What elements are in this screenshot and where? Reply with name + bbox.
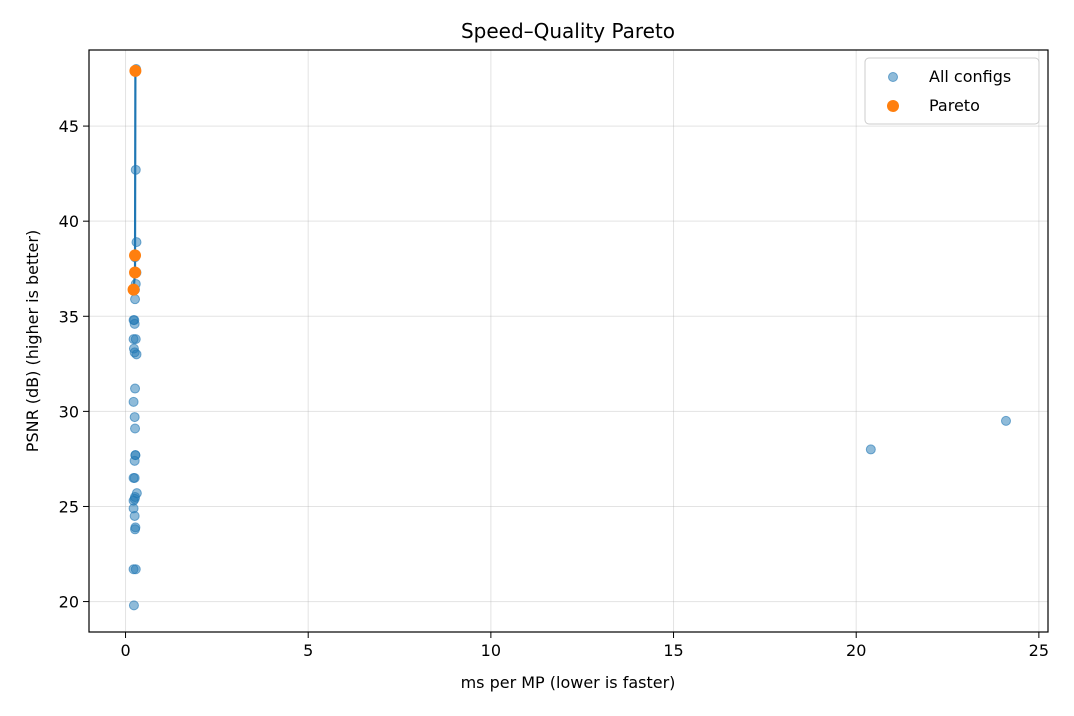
legend-label-pareto: Pareto xyxy=(929,96,980,115)
legend-box xyxy=(864,57,1040,125)
x-axis-label: ms per MP (lower is faster) xyxy=(461,673,676,692)
all-configs-point xyxy=(865,444,876,455)
y-tick-label: 20 xyxy=(59,593,79,612)
x-tick-label: 15 xyxy=(663,641,683,660)
all-configs-point xyxy=(131,349,142,360)
all-configs-point xyxy=(129,472,140,483)
all-configs-point xyxy=(130,164,141,175)
legend-label-all-configs: All configs xyxy=(929,67,1011,86)
all-configs-point xyxy=(129,510,140,521)
x-tick-label: 20 xyxy=(846,641,866,660)
all-configs-point xyxy=(128,396,139,407)
legend: All configs Pareto xyxy=(864,57,1040,125)
x-tick-label: 25 xyxy=(1029,641,1049,660)
all-configs-point xyxy=(128,564,139,575)
pareto-point xyxy=(129,64,142,77)
x-tick-label: 10 xyxy=(481,641,501,660)
plot-frame xyxy=(88,49,1049,633)
pareto-points xyxy=(127,64,142,296)
x-tick-label: 5 xyxy=(303,641,313,660)
all-configs-point xyxy=(130,383,141,394)
chart-title: Speed–Quality Pareto xyxy=(461,19,675,43)
all-configs-point xyxy=(129,412,140,423)
all-configs-point xyxy=(129,318,140,329)
y-tick-label: 25 xyxy=(59,497,79,516)
grid-lines xyxy=(89,50,1048,632)
pareto-point xyxy=(129,266,142,279)
pareto-point xyxy=(127,283,140,296)
pareto-point xyxy=(129,249,142,262)
x-tick-label: 0 xyxy=(120,641,130,660)
all-configs-point xyxy=(129,455,140,466)
all-configs-point xyxy=(130,294,141,305)
all-configs-point xyxy=(1000,415,1011,426)
all-configs-point xyxy=(130,524,141,535)
legend-marker-all-configs xyxy=(888,72,898,82)
y-axis-ticks: 20 25 30 35 40 45 xyxy=(59,117,89,612)
all-configs-point xyxy=(130,423,141,434)
y-tick-label: 30 xyxy=(59,402,79,421)
y-axis-label: PSNR (dB) (higher is better) xyxy=(23,230,42,452)
legend-marker-pareto xyxy=(887,100,899,112)
y-tick-label: 45 xyxy=(59,117,79,136)
y-tick-label: 35 xyxy=(59,307,79,326)
all-configs-point xyxy=(131,237,142,248)
all-configs-point xyxy=(128,334,139,345)
x-axis-ticks: 0 5 10 15 20 25 xyxy=(120,632,1049,660)
all-configs-point xyxy=(129,493,140,504)
y-tick-label: 40 xyxy=(59,212,79,231)
all-configs-point xyxy=(128,600,139,611)
